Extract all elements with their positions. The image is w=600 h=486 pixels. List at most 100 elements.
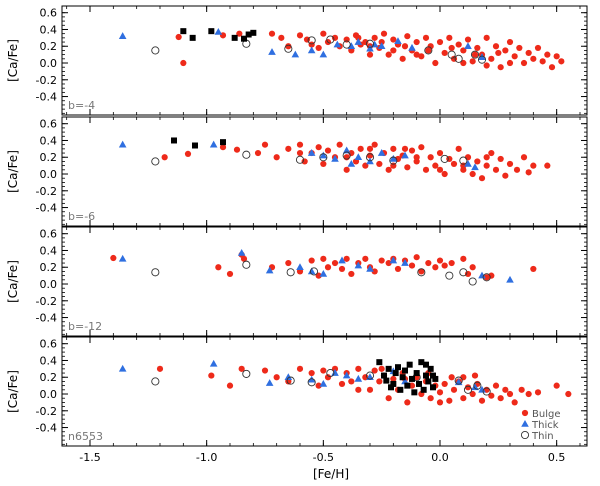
data-point bbox=[315, 272, 322, 279]
data-point bbox=[226, 270, 234, 278]
data-point bbox=[492, 166, 500, 173]
data-point bbox=[357, 145, 364, 152]
data-point bbox=[418, 144, 425, 151]
legend-label: Thick bbox=[531, 420, 559, 431]
data-point bbox=[355, 386, 362, 393]
data-point bbox=[478, 175, 486, 182]
data-point bbox=[236, 30, 243, 37]
data-point bbox=[401, 43, 409, 50]
data-point bbox=[460, 59, 467, 67]
data-point bbox=[423, 372, 429, 379]
data-point bbox=[371, 367, 378, 374]
y-tick-label: 0.4 bbox=[40, 354, 58, 367]
data-point bbox=[320, 160, 327, 168]
y-tick-label: -0.4 bbox=[36, 312, 57, 325]
data-point bbox=[401, 151, 409, 159]
y-axis-label: [Ca/Fe] bbox=[6, 370, 20, 413]
data-point bbox=[118, 254, 127, 262]
data-point bbox=[394, 37, 402, 45]
panel-4: -0.4 -0.2 0.0 0.2 0.4 0.6 [Ca/Fe] n6553 -1.5 -1.0… bbox=[6, 336, 588, 464]
data-point bbox=[338, 256, 346, 264]
y-tick-label: 0.2 bbox=[40, 151, 58, 164]
data-point bbox=[268, 30, 276, 37]
data-point bbox=[320, 30, 327, 37]
data-point bbox=[220, 139, 226, 146]
data-point bbox=[385, 395, 392, 402]
data-point bbox=[342, 40, 351, 49]
data-point bbox=[474, 158, 481, 165]
data-point bbox=[320, 367, 327, 374]
data-point bbox=[471, 383, 479, 391]
y-tick-label: 0.0 bbox=[40, 168, 58, 181]
data-point bbox=[539, 58, 546, 65]
data-point bbox=[436, 38, 444, 46]
data-point bbox=[151, 46, 160, 55]
data-point bbox=[478, 271, 486, 279]
data-point bbox=[295, 155, 305, 164]
y-tick-label: 0.4 bbox=[40, 134, 58, 147]
data-point bbox=[378, 257, 385, 264]
data-point bbox=[180, 59, 187, 67]
data-point bbox=[432, 375, 439, 382]
data-point bbox=[319, 50, 328, 58]
data-point bbox=[366, 386, 374, 393]
y-axis-label: [Ca/Fe] bbox=[6, 260, 20, 303]
data-point bbox=[151, 268, 160, 277]
data-point bbox=[404, 382, 411, 389]
data-point bbox=[331, 365, 339, 372]
data-point bbox=[502, 47, 509, 54]
data-point bbox=[381, 372, 387, 379]
legend-marker bbox=[521, 420, 529, 427]
data-point bbox=[483, 62, 490, 69]
data-point bbox=[506, 160, 514, 168]
data-point bbox=[455, 41, 462, 48]
data-point bbox=[250, 29, 257, 36]
data-point bbox=[208, 28, 215, 35]
data-point bbox=[331, 154, 339, 162]
data-point bbox=[392, 370, 399, 377]
data-point bbox=[365, 371, 375, 380]
data-point bbox=[324, 264, 332, 271]
series-thin bbox=[151, 260, 491, 286]
data-point bbox=[354, 374, 363, 382]
data-point bbox=[296, 149, 304, 157]
data-point bbox=[355, 365, 362, 372]
data-point bbox=[441, 380, 448, 388]
data-point bbox=[366, 264, 374, 272]
data-point bbox=[471, 372, 479, 379]
data-point bbox=[530, 55, 537, 62]
data-point bbox=[425, 47, 432, 54]
data-point bbox=[483, 34, 490, 41]
y-tick-label: 0.4 bbox=[40, 23, 58, 36]
data-point bbox=[418, 359, 425, 366]
y-tick-label: 0.6 bbox=[40, 118, 58, 131]
data-point bbox=[404, 33, 411, 40]
x-tick-label: -1.5 bbox=[79, 451, 100, 464]
data-point bbox=[307, 267, 316, 275]
data-point bbox=[506, 59, 514, 67]
data-point bbox=[331, 369, 339, 376]
data-point bbox=[565, 390, 572, 398]
data-point bbox=[342, 151, 351, 160]
data-point bbox=[378, 365, 385, 372]
series-bulge bbox=[161, 141, 551, 182]
panel-2: -0.4 -0.2 0.0 0.2 0.4 0.6 [Ca/Fe] b=-6 bbox=[6, 116, 588, 227]
data-point bbox=[242, 260, 251, 269]
data-point bbox=[478, 397, 486, 404]
data-point bbox=[534, 44, 542, 52]
data-point bbox=[497, 395, 504, 402]
data-point bbox=[424, 46, 433, 55]
data-point bbox=[525, 49, 532, 57]
data-point bbox=[365, 39, 375, 48]
data-point bbox=[430, 372, 436, 379]
data-point bbox=[399, 374, 406, 381]
data-point bbox=[331, 259, 339, 267]
data-point bbox=[390, 47, 397, 54]
data-point bbox=[315, 382, 322, 389]
data-point bbox=[389, 156, 398, 165]
data-point bbox=[296, 32, 304, 39]
data-point bbox=[416, 380, 422, 387]
data-point bbox=[511, 53, 518, 60]
